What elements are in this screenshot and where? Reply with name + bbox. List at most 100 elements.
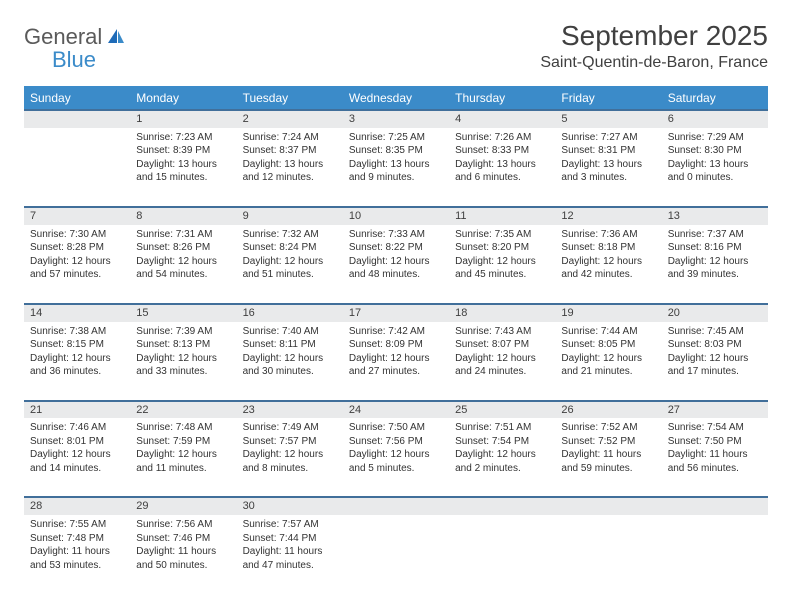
sunset-text: Sunset: 8:30 PM (668, 144, 762, 158)
location-label: Saint-Quentin-de-Baron, France (540, 54, 768, 72)
day-content-cell: Sunrise: 7:43 AMSunset: 8:07 PMDaylight:… (449, 322, 555, 401)
day-number-row: 282930 (24, 497, 768, 515)
day-content-cell (24, 128, 130, 207)
daylight-text: and 0 minutes. (668, 171, 762, 185)
day-content-cell: Sunrise: 7:57 AMSunset: 7:44 PMDaylight:… (237, 515, 343, 594)
daylight-text: Daylight: 12 hours (136, 352, 230, 366)
daylight-text: and 50 minutes. (136, 559, 230, 573)
day-content-cell: Sunrise: 7:46 AMSunset: 8:01 PMDaylight:… (24, 418, 130, 497)
day-content-cell: Sunrise: 7:49 AMSunset: 7:57 PMDaylight:… (237, 418, 343, 497)
daylight-text: and 54 minutes. (136, 268, 230, 282)
month-title: September 2025 (540, 20, 768, 52)
sunset-text: Sunset: 8:11 PM (243, 338, 337, 352)
day-number-cell (343, 497, 449, 515)
sunset-text: Sunset: 7:59 PM (136, 435, 230, 449)
daylight-text: and 14 minutes. (30, 462, 124, 476)
daylight-text: and 21 minutes. (561, 365, 655, 379)
day-number-cell: 6 (662, 110, 768, 128)
weekday-header: Thursday (449, 87, 555, 111)
day-number-row: 14151617181920 (24, 304, 768, 322)
weekday-header: Tuesday (237, 87, 343, 111)
day-content-cell: Sunrise: 7:32 AMSunset: 8:24 PMDaylight:… (237, 225, 343, 304)
day-content-cell: Sunrise: 7:23 AMSunset: 8:39 PMDaylight:… (130, 128, 236, 207)
day-content-row: Sunrise: 7:38 AMSunset: 8:15 PMDaylight:… (24, 322, 768, 401)
sunset-text: Sunset: 8:18 PM (561, 241, 655, 255)
daylight-text: Daylight: 11 hours (243, 545, 337, 559)
day-number-cell: 26 (555, 401, 661, 419)
sunset-text: Sunset: 8:09 PM (349, 338, 443, 352)
sunrise-text: Sunrise: 7:31 AM (136, 228, 230, 242)
sunset-text: Sunset: 7:56 PM (349, 435, 443, 449)
day-number-cell: 24 (343, 401, 449, 419)
daylight-text: and 8 minutes. (243, 462, 337, 476)
daylight-text: Daylight: 12 hours (561, 255, 655, 269)
logo-text: General Blue (24, 26, 126, 71)
sunset-text: Sunset: 8:16 PM (668, 241, 762, 255)
day-content-row: Sunrise: 7:23 AMSunset: 8:39 PMDaylight:… (24, 128, 768, 207)
sunset-text: Sunset: 7:52 PM (561, 435, 655, 449)
sunrise-text: Sunrise: 7:43 AM (455, 325, 549, 339)
daylight-text: Daylight: 12 hours (455, 255, 549, 269)
sunset-text: Sunset: 8:15 PM (30, 338, 124, 352)
sunrise-text: Sunrise: 7:32 AM (243, 228, 337, 242)
day-content-cell: Sunrise: 7:35 AMSunset: 8:20 PMDaylight:… (449, 225, 555, 304)
sunrise-text: Sunrise: 7:49 AM (243, 421, 337, 435)
daylight-text: Daylight: 12 hours (668, 352, 762, 366)
sunrise-text: Sunrise: 7:33 AM (349, 228, 443, 242)
sunset-text: Sunset: 7:57 PM (243, 435, 337, 449)
day-number-cell: 29 (130, 497, 236, 515)
day-content-cell: Sunrise: 7:42 AMSunset: 8:09 PMDaylight:… (343, 322, 449, 401)
day-content-row: Sunrise: 7:55 AMSunset: 7:48 PMDaylight:… (24, 515, 768, 594)
sunset-text: Sunset: 7:54 PM (455, 435, 549, 449)
weekday-header-row: Sunday Monday Tuesday Wednesday Thursday… (24, 87, 768, 111)
daylight-text: Daylight: 11 hours (561, 448, 655, 462)
day-content-cell: Sunrise: 7:29 AMSunset: 8:30 PMDaylight:… (662, 128, 768, 207)
day-content-cell: Sunrise: 7:50 AMSunset: 7:56 PMDaylight:… (343, 418, 449, 497)
logo: General Blue (24, 26, 126, 71)
day-number-cell (662, 497, 768, 515)
logo-word-general: General (24, 24, 102, 49)
daylight-text: Daylight: 12 hours (30, 255, 124, 269)
daylight-text: and 12 minutes. (243, 171, 337, 185)
daylight-text: Daylight: 12 hours (30, 352, 124, 366)
weekday-header: Monday (130, 87, 236, 111)
day-content-cell (662, 515, 768, 594)
sunrise-text: Sunrise: 7:56 AM (136, 518, 230, 532)
sunset-text: Sunset: 8:05 PM (561, 338, 655, 352)
sunrise-text: Sunrise: 7:51 AM (455, 421, 549, 435)
day-number-row: 78910111213 (24, 207, 768, 225)
day-number-cell: 14 (24, 304, 130, 322)
sunrise-text: Sunrise: 7:40 AM (243, 325, 337, 339)
sunrise-text: Sunrise: 7:38 AM (30, 325, 124, 339)
sunset-text: Sunset: 8:01 PM (30, 435, 124, 449)
day-number-cell: 20 (662, 304, 768, 322)
day-content-cell: Sunrise: 7:37 AMSunset: 8:16 PMDaylight:… (662, 225, 768, 304)
sunset-text: Sunset: 8:31 PM (561, 144, 655, 158)
day-number-cell: 16 (237, 304, 343, 322)
day-number-cell: 3 (343, 110, 449, 128)
day-number-cell: 27 (662, 401, 768, 419)
day-number-cell: 19 (555, 304, 661, 322)
day-number-row: 21222324252627 (24, 401, 768, 419)
daylight-text: and 48 minutes. (349, 268, 443, 282)
day-content-row: Sunrise: 7:30 AMSunset: 8:28 PMDaylight:… (24, 225, 768, 304)
day-number-cell: 1 (130, 110, 236, 128)
sunrise-text: Sunrise: 7:52 AM (561, 421, 655, 435)
sunset-text: Sunset: 8:26 PM (136, 241, 230, 255)
daylight-text: Daylight: 13 hours (561, 158, 655, 172)
day-number-cell: 22 (130, 401, 236, 419)
daylight-text: and 47 minutes. (243, 559, 337, 573)
daylight-text: and 6 minutes. (455, 171, 549, 185)
daylight-text: Daylight: 12 hours (349, 255, 443, 269)
sunrise-text: Sunrise: 7:54 AM (668, 421, 762, 435)
daylight-text: Daylight: 12 hours (30, 448, 124, 462)
sunrise-text: Sunrise: 7:39 AM (136, 325, 230, 339)
day-content-cell: Sunrise: 7:26 AMSunset: 8:33 PMDaylight:… (449, 128, 555, 207)
daylight-text: Daylight: 12 hours (561, 352, 655, 366)
daylight-text: Daylight: 12 hours (668, 255, 762, 269)
logo-word-blue: Blue (52, 49, 126, 71)
sunrise-text: Sunrise: 7:37 AM (668, 228, 762, 242)
sunset-text: Sunset: 8:20 PM (455, 241, 549, 255)
sunset-text: Sunset: 7:44 PM (243, 532, 337, 546)
day-content-cell: Sunrise: 7:51 AMSunset: 7:54 PMDaylight:… (449, 418, 555, 497)
